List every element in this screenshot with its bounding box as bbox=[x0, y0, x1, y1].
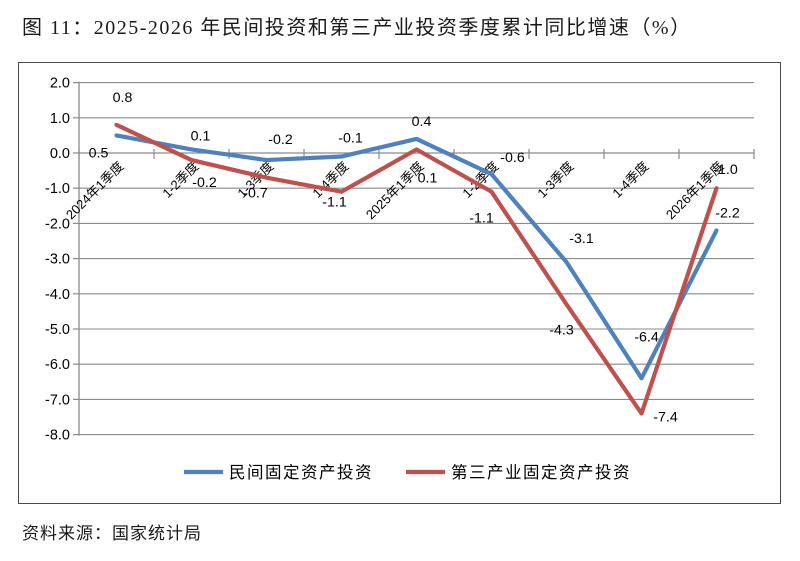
chart-frame: 2.0 1.0 0.0 -1.0 -2.0 -3.0 -4.0 -5.0 -6.0 -7.0 -8.… bbox=[18, 62, 781, 504]
y-tick-label: -1.0 bbox=[45, 181, 70, 197]
data-label: -1.0 bbox=[713, 162, 738, 178]
x-category-label: 2025年1季度 bbox=[363, 159, 427, 223]
tertiary-investment-line bbox=[114, 122, 719, 416]
data-label: 0.1 bbox=[418, 170, 438, 186]
y-tick-label: -3.0 bbox=[45, 252, 70, 268]
data-label: -0.7 bbox=[243, 186, 268, 202]
y-tick-label: 1.0 bbox=[50, 111, 70, 127]
x-category-label: 1-3季度 bbox=[534, 159, 576, 201]
x-category-label: 1-4季度 bbox=[609, 159, 651, 201]
data-label: -2.2 bbox=[715, 205, 740, 221]
legend-label-tertiary-investment: 第三产业固定资产投资 bbox=[451, 463, 631, 482]
data-label: -7.4 bbox=[653, 409, 678, 425]
data-label: 0.8 bbox=[113, 90, 133, 106]
data-label: -3.1 bbox=[569, 231, 594, 247]
y-tick-label: -4.0 bbox=[45, 287, 70, 303]
y-tick-label: -5.0 bbox=[45, 322, 70, 338]
x-category-label: 2024年1季度 bbox=[63, 159, 127, 223]
data-label: 0.4 bbox=[412, 114, 432, 130]
y-tick-label: 0.0 bbox=[50, 146, 70, 162]
y-tick-label: 2.0 bbox=[50, 76, 70, 92]
private-investment-line bbox=[114, 133, 719, 381]
source-note: 资料来源：国家统计局 bbox=[22, 524, 202, 543]
data-label: -6.4 bbox=[634, 329, 659, 345]
data-label: 0.5 bbox=[89, 145, 109, 161]
legend-label-private-investment: 民间固定资产投资 bbox=[229, 463, 373, 482]
data-label: 0.1 bbox=[191, 128, 211, 144]
y-tick-label: -7.0 bbox=[45, 392, 70, 408]
y-tick-label: -6.0 bbox=[45, 357, 70, 373]
line-chart: 2.0 1.0 0.0 -1.0 -2.0 -3.0 -4.0 -5.0 -6.0 -7.0 -8.… bbox=[45, 76, 755, 482]
data-label: -0.2 bbox=[268, 132, 293, 148]
data-label: -0.2 bbox=[192, 175, 217, 191]
data-label: -1.1 bbox=[469, 211, 494, 227]
data-label: -0.1 bbox=[338, 131, 363, 147]
data-label: -1.1 bbox=[322, 195, 347, 211]
y-tick-label: -8.0 bbox=[45, 428, 70, 444]
data-label: -0.6 bbox=[500, 150, 525, 166]
y-tick-label: -2.0 bbox=[45, 216, 70, 232]
data-label: -4.3 bbox=[549, 322, 574, 338]
figure-title: 图 11：2025-2026 年民间投资和第三产业投资季度累计同比增速（%） bbox=[22, 17, 692, 39]
